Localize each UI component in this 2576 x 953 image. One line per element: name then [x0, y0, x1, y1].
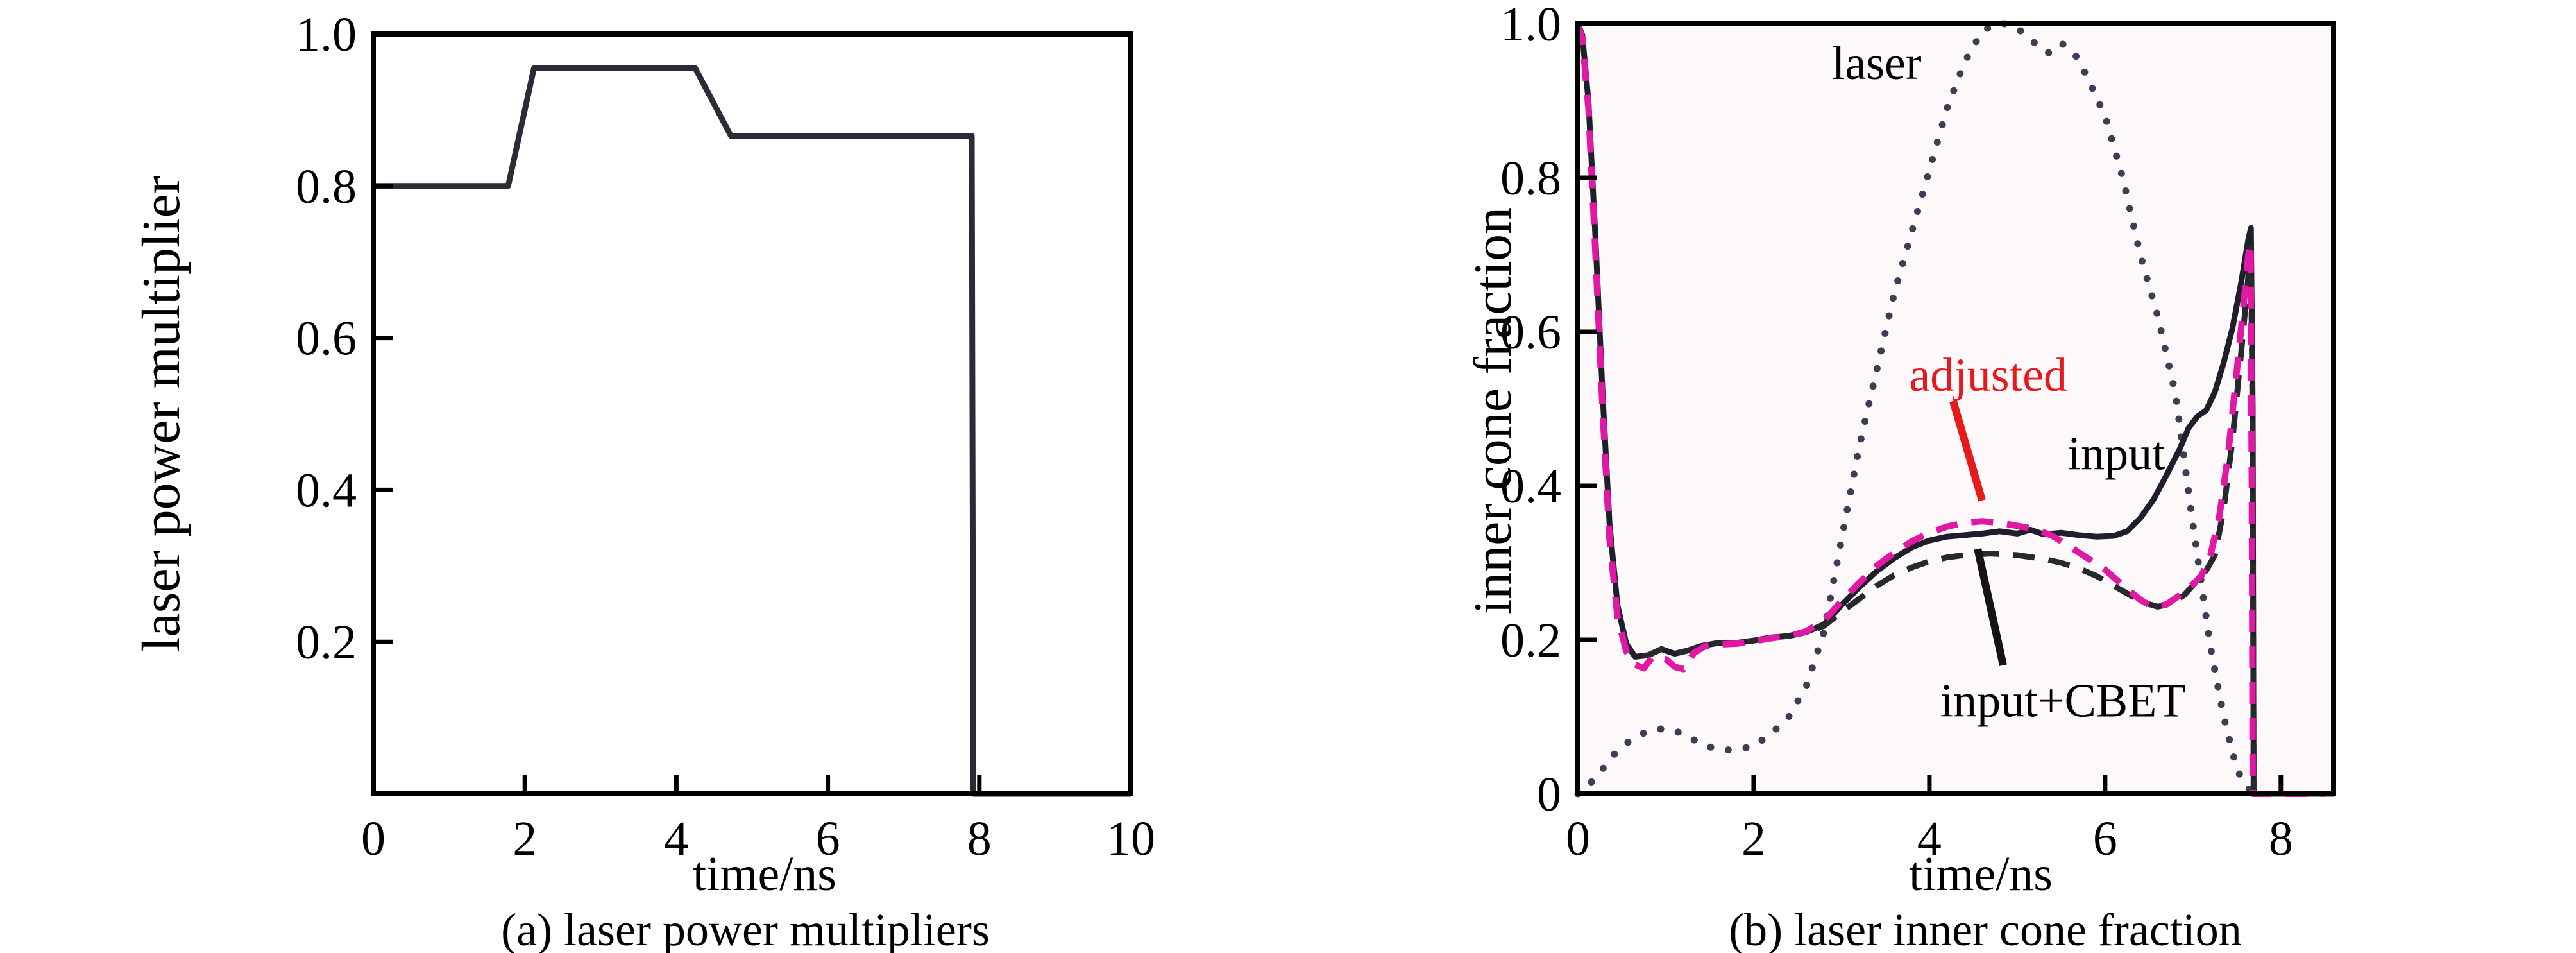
panel-b-caption: (b) laser inner cone fraction [1729, 904, 2242, 953]
panel-a-y-axis-title: laser power multiplier [131, 176, 191, 652]
panel-a-x-axis-title: time/ns [693, 847, 836, 901]
y-tick-label: 0.2 [1500, 614, 1561, 667]
annotation-input: input [2068, 427, 2166, 480]
x-tick-label: 2 [513, 812, 537, 866]
annotation-adjusted: adjusted [1909, 349, 2067, 402]
x-tick-label: 8 [967, 812, 992, 866]
y-tick-label: 0.2 [296, 615, 357, 669]
series-input-cbet [1575, 22, 2330, 797]
plot-area-a [373, 34, 1131, 794]
x-tick-label: 2 [1741, 812, 1766, 866]
x-tick-label: 0 [1566, 812, 1590, 866]
panel-b-y-axis-title: inner cone fraction [1463, 207, 1523, 615]
y-tick-label: 0.8 [1500, 151, 1561, 205]
annotation-input-cbet: input+CBET [1940, 675, 2186, 728]
y-tick-label: 0.6 [1500, 305, 1561, 359]
series-adjusted [1575, 22, 2325, 797]
y-tick-label: 0.6 [296, 312, 357, 366]
x-tick-label: 6 [816, 812, 840, 866]
y-tick-label: 0.4 [296, 463, 357, 517]
x-tick-label: 4 [1917, 812, 1942, 866]
annotation-pointer-line [1974, 548, 2007, 666]
panel-a-chart: 0 2 4 6 8 10 0.2 0.4 0.6 0.8 1.0 [296, 8, 1155, 866]
x-tick-label: 8 [2269, 812, 2293, 866]
panel-b-x-axis-title: time/ns [1909, 847, 2053, 901]
y-tick-label: 0.4 [1500, 459, 1561, 513]
series-laser [1574, 20, 2258, 798]
x-tick-label: 6 [2093, 812, 2117, 866]
annotation-laser: laser [1832, 37, 1922, 90]
x-tick-label: 10 [1106, 812, 1155, 866]
annotation-pointer-line [1949, 400, 1986, 502]
y-tick-label: 0 [1537, 768, 1561, 821]
panel-a-caption: (a) laser power multipliers [501, 904, 990, 953]
y-tick-label: 1.0 [1500, 0, 1561, 51]
x-tick-label: 0 [361, 812, 386, 866]
axes-frame-b [1575, 21, 2336, 796]
series-laser-power-multiplier [373, 65, 1131, 797]
x-tick-label: 4 [664, 812, 688, 866]
y-tick-label: 1.0 [296, 8, 357, 62]
y-tick-label: 0.8 [296, 160, 357, 214]
axes-frame-a [371, 31, 1133, 796]
